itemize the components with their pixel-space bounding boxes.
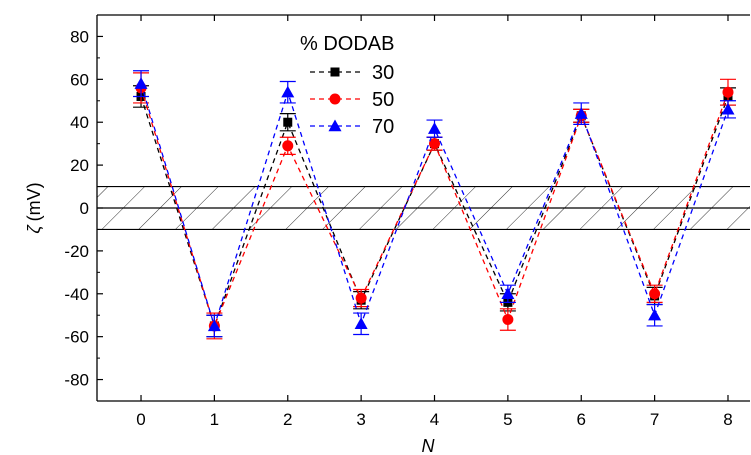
data-point bbox=[282, 140, 294, 152]
legend-marker-50 bbox=[329, 93, 341, 105]
data-point bbox=[722, 86, 734, 98]
y-tick-label: 0 bbox=[80, 199, 89, 218]
data-point bbox=[134, 77, 148, 89]
series-layer bbox=[133, 70, 736, 340]
data-point bbox=[283, 117, 293, 127]
legend-label-30: 30 bbox=[372, 62, 394, 84]
y-tick-label: 20 bbox=[70, 156, 89, 175]
x-tick-label: 8 bbox=[723, 410, 732, 429]
y-axis-title: ζ (mV) bbox=[24, 182, 44, 233]
x-axis-title: N bbox=[422, 436, 436, 455]
x-tick-label: 6 bbox=[577, 410, 586, 429]
data-point bbox=[648, 308, 662, 321]
y-axis-unit: (mV) bbox=[24, 182, 44, 221]
y-tick-label: -80 bbox=[64, 371, 89, 390]
data-point bbox=[355, 292, 367, 304]
x-tick-label: 4 bbox=[430, 410, 439, 429]
data-point bbox=[428, 122, 442, 134]
data-point bbox=[574, 107, 588, 119]
data-point bbox=[721, 102, 735, 115]
y-tick-label: -40 bbox=[64, 285, 89, 304]
y-tick-label: 60 bbox=[70, 70, 89, 89]
legend-marker-30 bbox=[330, 67, 340, 77]
data-point bbox=[354, 317, 368, 329]
x-tick-label: 7 bbox=[650, 410, 659, 429]
data-point bbox=[649, 288, 661, 300]
y-tick-label: 40 bbox=[70, 113, 89, 132]
data-point bbox=[281, 85, 295, 98]
data-point bbox=[429, 138, 441, 150]
legend-marker-70 bbox=[328, 119, 342, 132]
x-tick-label: 1 bbox=[210, 410, 219, 429]
x-tick-label: 2 bbox=[283, 410, 292, 429]
legend-label-50: 50 bbox=[372, 89, 394, 111]
data-point bbox=[502, 314, 514, 326]
y-tick-label: 80 bbox=[70, 27, 89, 46]
band-layer bbox=[97, 185, 750, 231]
legend-label-70: 70 bbox=[372, 116, 394, 138]
y-tick-label: -60 bbox=[64, 328, 89, 347]
x-tick-label: 0 bbox=[136, 410, 145, 429]
series-70 bbox=[133, 70, 736, 338]
data-point bbox=[501, 287, 515, 299]
axes-layer: 0 1 2 3 4 5 6 7 8 80 60 40 20 0 -20 -40 -60 -80 bbox=[64, 14, 750, 429]
legend-title: % DODAB bbox=[300, 33, 394, 55]
y-tick-label: -20 bbox=[64, 242, 89, 261]
x-tick-label: 3 bbox=[356, 410, 365, 429]
data-point bbox=[207, 319, 221, 332]
legend: % DODAB 30 50 70 bbox=[300, 33, 394, 138]
y-axis-symbol: ζ bbox=[24, 224, 44, 234]
x-tick-label: 5 bbox=[503, 410, 512, 429]
